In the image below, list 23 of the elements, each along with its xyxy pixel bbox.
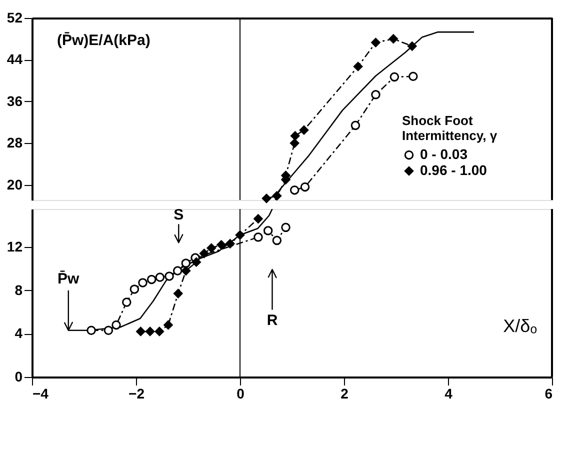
x-tick-label: −4 (32, 386, 49, 402)
y-tick-label: 0 (14, 368, 23, 384)
y-tick-label: 4 (14, 325, 23, 342)
y-tick-label: 28 (6, 134, 23, 151)
y-tick-label: 8 (14, 282, 23, 298)
y-tick-label: 52 (6, 10, 23, 26)
x-axis-title: X/δₒ (503, 316, 538, 336)
y-tick-label: 20 (6, 176, 23, 192)
x-tick-label: 6 (544, 386, 553, 402)
x-tick-label: 2 (340, 386, 349, 402)
x-tick-label: 0 (236, 386, 245, 402)
legend-label: 0.96 - 1.00 (420, 162, 488, 178)
annotation: R (266, 312, 278, 330)
annotation: P̄w (58, 270, 80, 288)
x-tick-label: 4 (444, 386, 453, 402)
annotation: S (174, 206, 184, 224)
x-tick-label: −2 (128, 386, 145, 402)
y-axis-title: (P̄w)E/A(kPa) (57, 32, 150, 49)
legend-title: Shock Foot Intermittency, γ (402, 113, 498, 143)
y-tick-label: 44 (6, 51, 23, 68)
y-tick-label: 36 (6, 92, 23, 109)
y-tick-label: 12 (6, 238, 23, 254)
legend-label: 0 - 0.03 (420, 146, 468, 162)
